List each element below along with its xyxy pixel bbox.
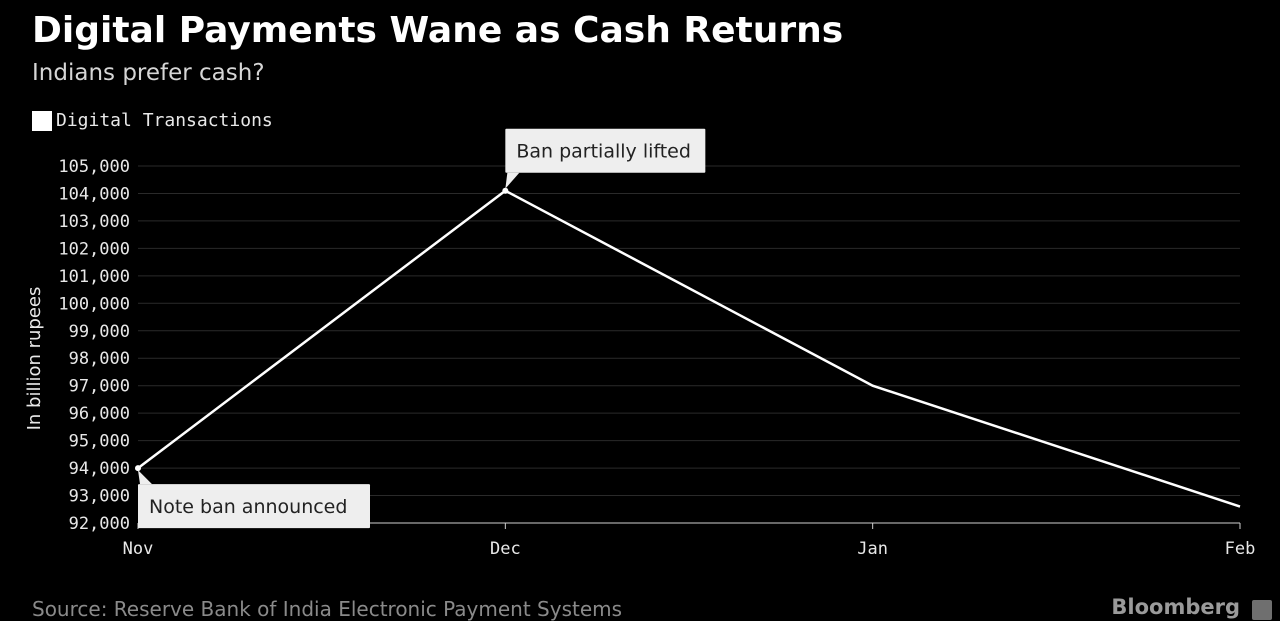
y-tick-label: 104,000	[58, 184, 130, 204]
source-note: Source: Reserve Bank of India Electronic…	[32, 597, 623, 621]
chart-subtitle: Indians prefer cash?	[32, 60, 265, 86]
y-tick-label: 99,000	[69, 322, 130, 342]
annotation-box	[505, 128, 706, 173]
y-tick-label: 93,000	[69, 487, 130, 507]
y-tick-label: 97,000	[69, 377, 130, 397]
annotation-point	[502, 187, 509, 194]
annotation-pointer	[138, 470, 152, 485]
annotation-label: Note ban announced	[149, 496, 347, 518]
y-tick-label: 101,000	[58, 267, 130, 287]
legend-swatch-digital-transactions	[32, 110, 52, 131]
y-tick-label: 102,000	[58, 239, 130, 259]
series-line-digital-transactions	[137, 189, 1241, 508]
legend: Digital Transactions	[32, 110, 273, 131]
y-tick-label: 105,000	[58, 157, 130, 177]
annotation-point	[135, 465, 141, 472]
y-axis-label: In billion rupees	[24, 287, 45, 431]
annotation-label: Ban partially lifted	[516, 141, 691, 163]
x-tick-label: Nov	[123, 539, 154, 559]
y-tick-label: 92,000	[69, 514, 130, 534]
y-tick-label: 94,000	[69, 459, 130, 479]
x-tick-label: Jan	[857, 539, 888, 559]
y-tick-label: 103,000	[58, 212, 130, 232]
annotation-pointer	[505, 172, 520, 189]
legend-label-digital-transactions: Digital Transactions	[56, 110, 273, 131]
x-tick-label: Feb	[1225, 539, 1256, 559]
y-tick-label: 95,000	[69, 432, 130, 452]
annotation-box	[138, 484, 370, 529]
x-tick-label: Dec	[490, 539, 521, 559]
chart-title: Digital Payments Wane as Cash Returns	[32, 10, 844, 51]
brand-mark-icon	[1252, 600, 1272, 620]
brand-logo: Bloomberg	[1111, 595, 1240, 619]
y-tick-label: 98,000	[69, 349, 130, 369]
y-tick-label: 96,000	[69, 404, 130, 424]
y-tick-label: 100,000	[58, 294, 130, 314]
